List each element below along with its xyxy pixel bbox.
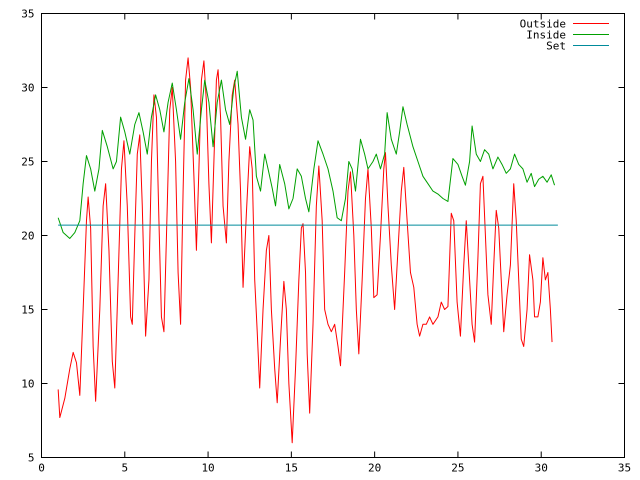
x-tick-label: 35 (618, 462, 631, 475)
y-tick-label: 5 (28, 452, 35, 465)
legend-label-set: Set (546, 40, 566, 53)
x-tick-label: 5 (121, 462, 128, 475)
y-tick-label: 15 (21, 304, 34, 317)
x-tick-label: 0 (38, 462, 45, 475)
x-tick-label: 25 (451, 462, 464, 475)
y-tick-label: 25 (21, 156, 34, 169)
legend-label-inside: Inside (526, 29, 566, 42)
y-axis: 5 10 15 20 25 30 35 (21, 8, 625, 465)
legend-label-outside: Outside (520, 18, 566, 31)
series-layer (57, 57, 558, 444)
x-tick-label: 15 (285, 462, 298, 475)
y-tick-label: 35 (21, 8, 34, 21)
x-tick-label: 20 (368, 462, 381, 475)
x-axis: 0 5 10 15 20 25 30 35 (38, 13, 631, 475)
y-tick-label: 20 (21, 230, 34, 243)
x-tick-label: 10 (201, 462, 214, 475)
y-tick-label: 10 (21, 378, 34, 391)
plot-frame (41, 13, 625, 458)
x-tick-label: 30 (535, 462, 548, 475)
series-line-outside (57, 57, 553, 444)
y-tick-label: 30 (21, 82, 34, 95)
series-line-inside (57, 70, 556, 239)
